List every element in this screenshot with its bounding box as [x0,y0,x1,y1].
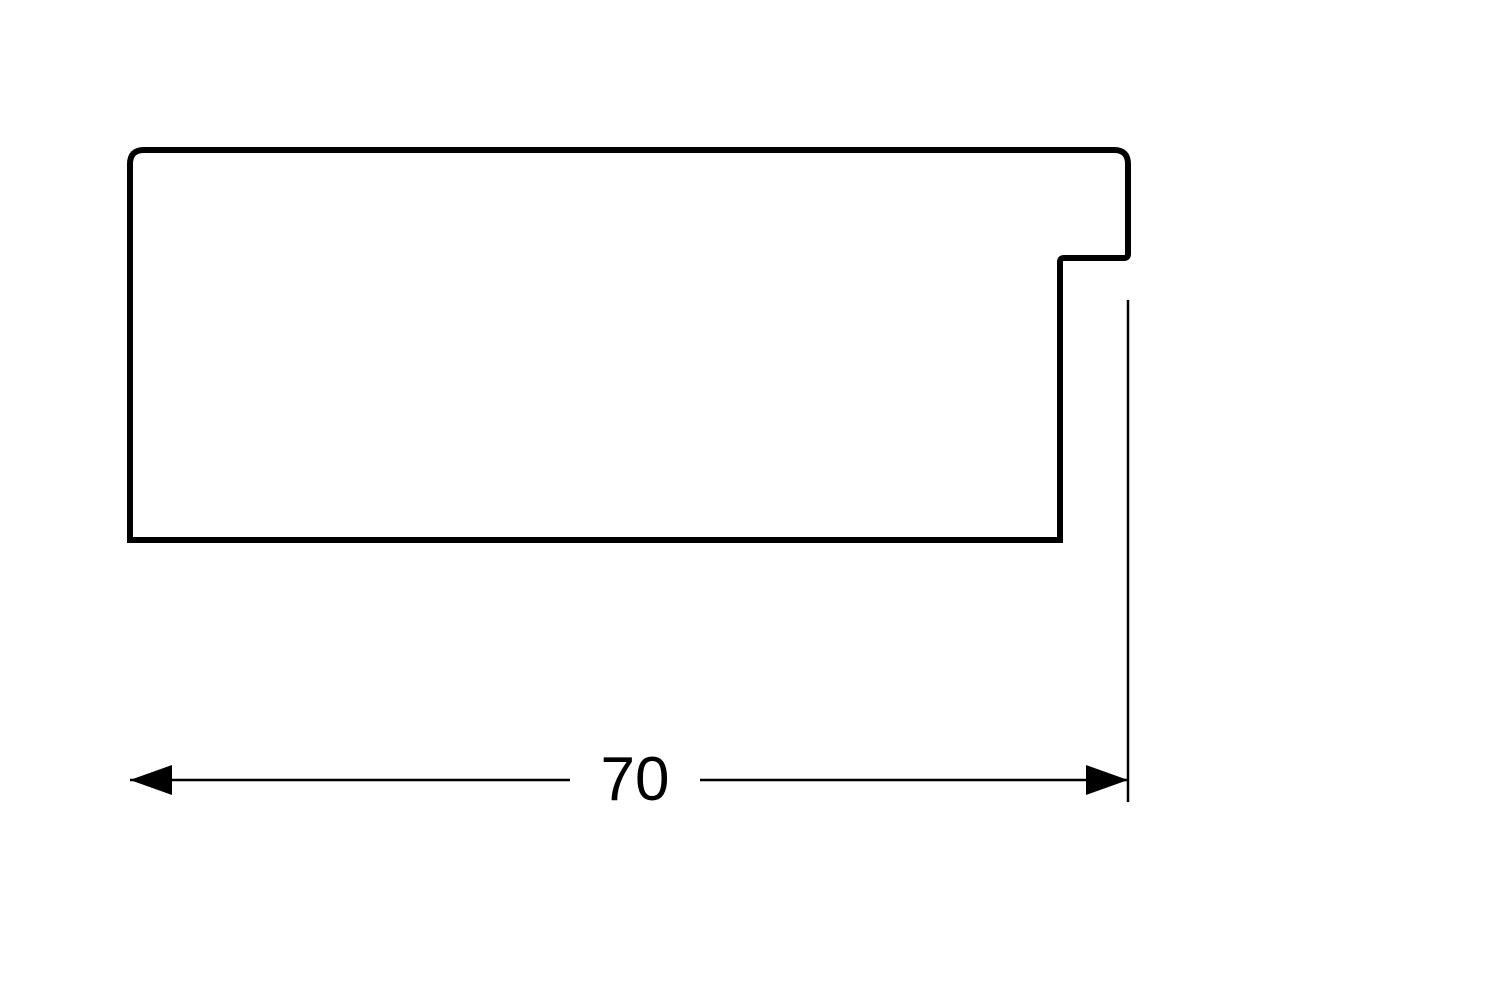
arrowhead-right [1086,765,1128,795]
arrowhead-left [130,765,172,795]
profile-outline [130,150,1128,540]
diagram-canvas: 70 [0,0,1500,1000]
profile-diagram-svg: 70 [0,0,1500,1000]
dimension-label: 70 [601,745,670,814]
